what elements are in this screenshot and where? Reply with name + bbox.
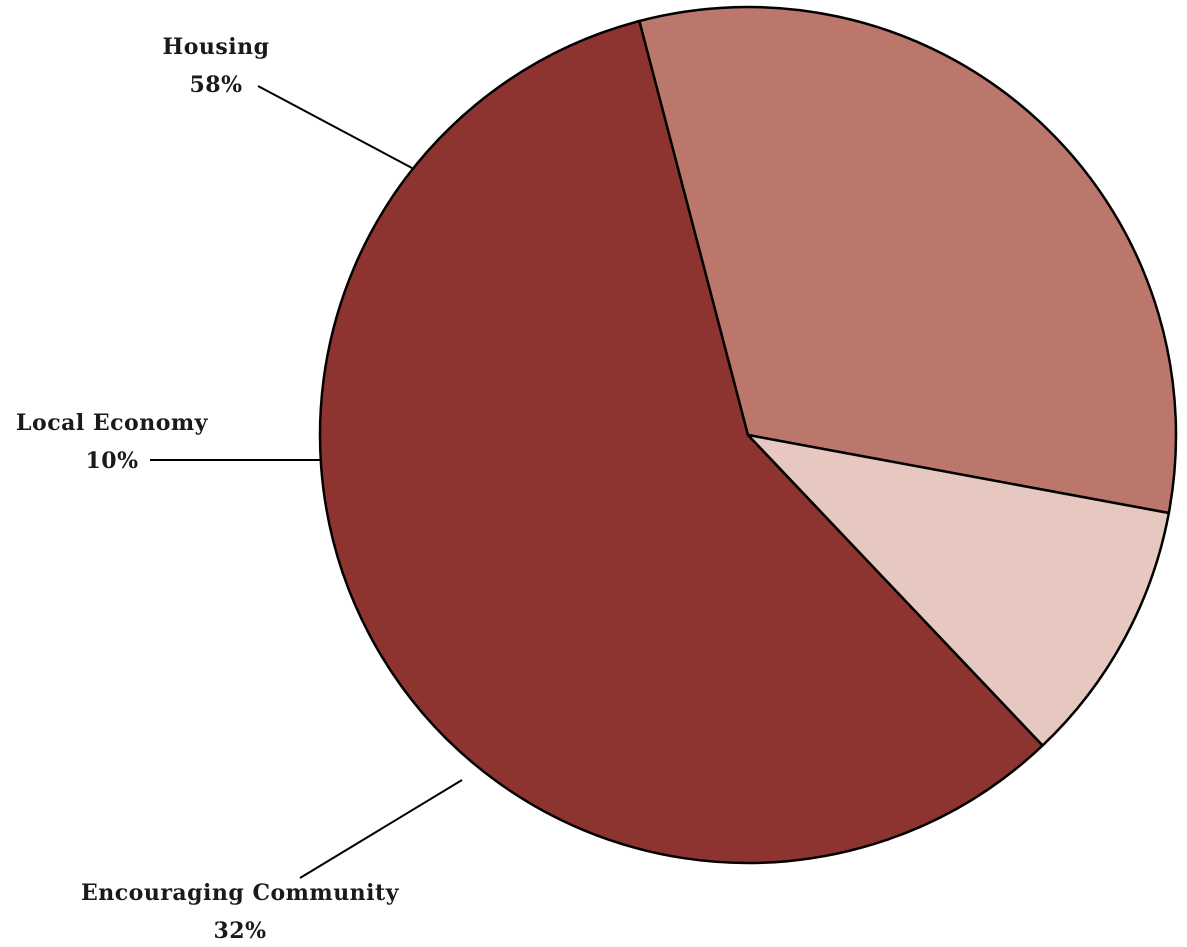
slice-value-encouraging-community: 32%	[213, 918, 266, 944]
leader-line-encouraging-community	[299, 779, 463, 879]
slice-value-local-economy: 10%	[85, 448, 138, 474]
leader-lines	[150, 85, 463, 879]
pie-slices	[318, 5, 1178, 865]
pie-slice-housing	[318, 19, 1044, 865]
leader-line-housing	[257, 85, 413, 169]
slice-label-local-economy: Local Economy	[16, 410, 209, 436]
pie-slice-local-economy	[746, 433, 1171, 747]
slice-value-housing: 58%	[189, 72, 242, 98]
pie-slice-encouraging-community	[638, 5, 1178, 515]
slice-label-housing: Housing	[162, 34, 269, 60]
slice-label-encouraging-community: Encouraging Community	[81, 880, 400, 906]
